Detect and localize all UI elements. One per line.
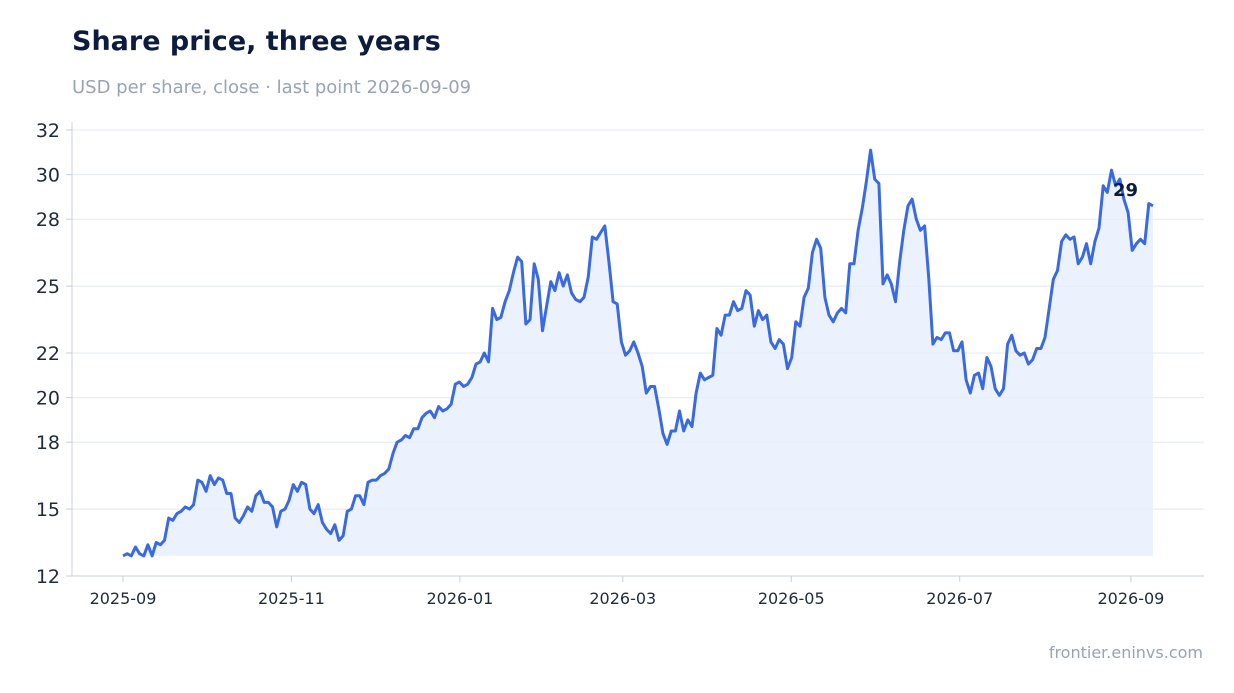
y-tick-label: 30 <box>36 165 60 187</box>
y-tick-label: 32 <box>36 120 60 142</box>
chart-title: Share price, three years <box>72 26 441 57</box>
price-line[interactable] <box>122 148 1154 558</box>
y-axis: 12 15 18 20 22 25 28 30 32 <box>36 120 73 588</box>
y-tick-label: 15 <box>36 499 60 521</box>
x-tick-label: 2026-05 <box>758 589 825 608</box>
x-tick-label: 2025-11 <box>258 589 325 608</box>
chart-subtitle: USD per share, close · last point 2026-0… <box>72 77 472 98</box>
y-tick-label: 18 <box>36 432 60 454</box>
source-label: frontier.eninvs.com <box>1048 643 1203 662</box>
x-tick-label: 2026-03 <box>589 589 656 608</box>
y-tick-label: 20 <box>36 388 60 410</box>
y-tick-label: 25 <box>36 276 60 298</box>
y-tick-label: 12 <box>36 566 60 588</box>
y-tick-label: 22 <box>36 343 60 365</box>
y-tick-label: 28 <box>36 209 60 231</box>
last-point-label: 29 <box>1113 180 1138 201</box>
x-tick-label: 2026-01 <box>426 589 493 608</box>
x-tick-label: 2026-07 <box>926 589 993 608</box>
x-tick-label: 2025-09 <box>90 589 157 608</box>
x-axis: 2025-09 2025-11 2026-01 2026-03 2026-05 2026-… <box>72 575 1204 608</box>
x-tick-label: 2026-09 <box>1097 589 1164 608</box>
